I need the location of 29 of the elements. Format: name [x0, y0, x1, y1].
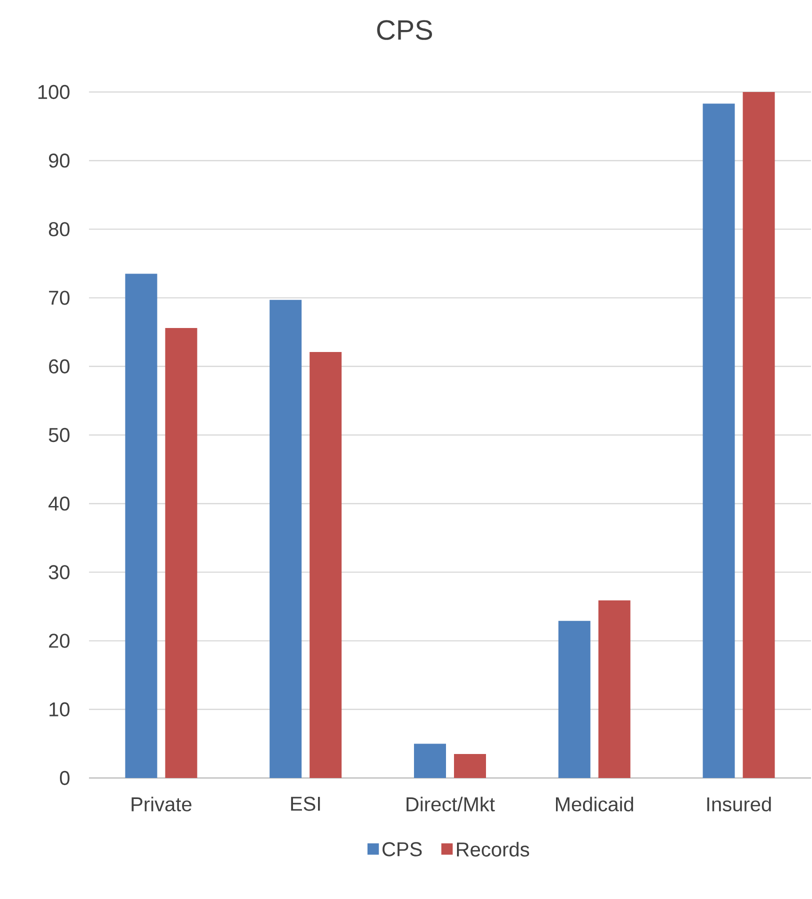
y-tick-label: 0	[60, 770, 70, 786]
chart-title: CPS	[377, 20, 432, 40]
y-tick-label: 100	[38, 84, 70, 100]
x-tick-label: ESI	[291, 796, 320, 811]
bar	[125, 274, 158, 778]
bar	[414, 744, 446, 778]
y-tick-label: 60	[49, 359, 70, 374]
bar	[270, 300, 302, 778]
x-tick-label: Direct/Mkt	[406, 796, 496, 812]
bar	[454, 754, 486, 778]
y-tick-label: 90	[49, 154, 70, 168]
y-tick-label: 50	[49, 428, 70, 442]
bar	[598, 600, 631, 778]
x-tick-label: Insured	[707, 796, 772, 812]
x-tick-label: Private	[132, 796, 192, 812]
x-tick-label: Medicaid	[556, 796, 634, 812]
legend-label: CPS	[382, 842, 422, 856]
y-tick-label: 10	[50, 702, 70, 716]
bar	[742, 92, 775, 778]
y-tick-label: 80	[49, 222, 70, 236]
legend-label: Records	[457, 842, 530, 857]
bar	[310, 352, 342, 778]
bar	[702, 104, 735, 778]
y-tick-label: 70	[49, 290, 70, 305]
y-tick-label: 20	[49, 634, 70, 648]
y-tick-label: 40	[48, 496, 70, 511]
y-tick-label: 30	[49, 565, 70, 580]
bar	[558, 620, 591, 778]
bar	[165, 328, 198, 778]
